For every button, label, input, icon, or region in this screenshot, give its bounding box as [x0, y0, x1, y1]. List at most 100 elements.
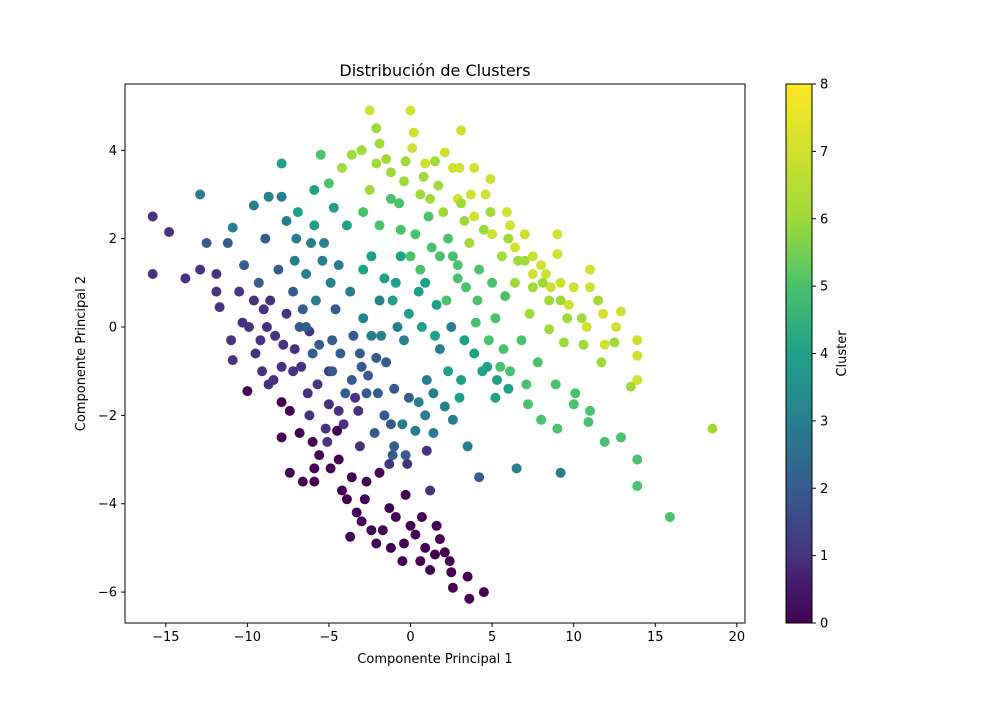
scatter-point	[387, 450, 398, 461]
scatter-point	[462, 441, 473, 452]
scatter-point	[474, 472, 485, 483]
scatter-point	[421, 445, 432, 456]
scatter-point	[492, 375, 502, 385]
scatter-point	[227, 222, 238, 233]
colorbar-tick-label: 6	[820, 212, 828, 227]
scatter-point	[413, 397, 424, 408]
scatter-point	[420, 277, 431, 288]
scatter-point	[310, 295, 321, 306]
scatter-point	[434, 344, 445, 355]
scatter-point	[296, 361, 307, 372]
scatter-point	[335, 348, 346, 359]
scatter-point	[284, 467, 295, 478]
scatter-point	[552, 423, 563, 434]
scatter-point	[301, 269, 312, 279]
scatter-point	[402, 459, 413, 469]
scatter-point	[416, 322, 427, 332]
scatter-point	[478, 224, 489, 235]
scatter-point	[465, 189, 476, 200]
scatter-point	[509, 242, 520, 253]
scatter-point	[257, 366, 268, 377]
scatter-point	[263, 191, 274, 202]
scatter-point	[596, 357, 607, 368]
scatter-point	[405, 105, 416, 116]
scatter-point	[583, 417, 594, 427]
scatter-point	[407, 143, 418, 154]
scatter-point	[469, 162, 480, 173]
scatter-point	[356, 145, 367, 156]
scatter-point	[340, 388, 351, 399]
scatter-point	[399, 335, 409, 346]
scatter-point	[415, 264, 426, 275]
scatter-point	[446, 322, 457, 332]
scatter-point	[361, 388, 372, 399]
scatter-point	[447, 414, 458, 425]
scatter-point	[599, 339, 610, 350]
scatter-point	[376, 330, 387, 341]
scatter-point	[474, 264, 485, 275]
scatter-point	[410, 229, 421, 240]
scatter-point	[544, 295, 555, 306]
scatter-point	[392, 322, 403, 332]
scatter-point	[384, 459, 395, 469]
scatter-point	[416, 512, 427, 522]
scatter-point	[478, 587, 489, 598]
scatter-point	[399, 538, 409, 549]
scatter-point	[302, 388, 313, 399]
scatter-point	[374, 220, 385, 231]
scatter-point	[284, 405, 295, 416]
scatter-point	[294, 428, 305, 438]
scatter-point	[500, 291, 511, 302]
scatter-point	[371, 352, 382, 363]
scatter-point	[346, 375, 357, 385]
scatter-point	[260, 233, 271, 244]
scatter-point	[418, 171, 429, 182]
scatter-point	[276, 432, 287, 443]
scatter-point	[333, 454, 344, 465]
scatter-point	[288, 286, 299, 297]
scatter-point	[397, 556, 408, 567]
scatter-point	[415, 189, 426, 200]
scatter-point	[439, 401, 450, 412]
scatter-point	[501, 207, 512, 218]
scatter-point	[338, 419, 349, 430]
scatter-point	[585, 282, 595, 293]
scatter-point	[314, 450, 325, 461]
x-tick-label: 5	[488, 630, 496, 645]
colorbar-tick-label: 1	[820, 549, 828, 564]
colorbar-gradient	[785, 83, 813, 624]
scatter-point	[330, 304, 341, 315]
scatter-point	[314, 339, 325, 350]
scatter-point	[545, 282, 556, 293]
scatter-point	[487, 229, 498, 240]
colorbar-tick-label: 7	[820, 145, 828, 160]
scatter-point	[462, 571, 473, 582]
scatter-point	[459, 335, 470, 346]
scatter-point	[390, 512, 401, 522]
scatter-point	[255, 335, 266, 346]
scatter-point	[211, 286, 222, 297]
scatter-point	[366, 251, 377, 262]
y-axis-ticks: −6 −4 −2 0 2 4	[98, 144, 125, 601]
scatter-point	[164, 227, 175, 237]
scatter-point	[389, 383, 400, 394]
scatter-point	[358, 313, 369, 324]
scatter-point	[297, 304, 308, 315]
scatter-point	[385, 542, 396, 553]
scatter-point	[273, 264, 284, 275]
scatter-point	[195, 189, 206, 200]
scatter-point	[505, 366, 516, 377]
scatter-point	[147, 269, 158, 279]
scatter-point	[447, 162, 458, 173]
scatter-point	[403, 308, 414, 319]
scatter-point	[498, 344, 509, 355]
x-tick-label: 20	[729, 630, 746, 645]
scatter-point	[265, 295, 276, 306]
colorbar-tick-label: 3	[820, 414, 828, 429]
scatter-point	[550, 379, 561, 390]
scatter-point	[490, 392, 501, 403]
scatter-point	[350, 392, 361, 403]
scatter-point	[261, 322, 272, 332]
scatter-point	[307, 436, 318, 447]
points-layer	[147, 105, 718, 604]
